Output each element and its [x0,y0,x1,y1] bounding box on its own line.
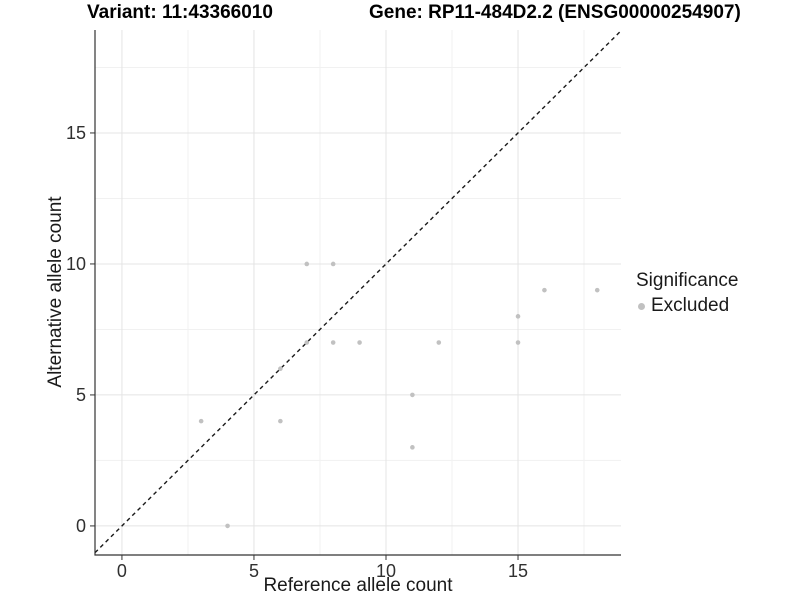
legend: Significance Excluded [636,270,738,317]
legend-item-label: Excluded [651,295,730,316]
y-tick-label: 10 [66,254,86,274]
gene-title: Gene: RP11-484D2.2 (ENSG00000254907) [369,2,741,23]
data-point [410,445,415,450]
data-point [278,366,283,372]
y-tick-label: 5 [76,385,86,405]
y-tick-label: 0 [76,516,86,536]
x-tick-label: 5 [249,561,259,581]
legend-item-excluded: Excluded [636,295,738,317]
data-point [304,261,310,267]
data-point [198,418,204,424]
data-point [330,261,336,267]
x-tick-label: 15 [508,561,528,581]
data-point [357,340,362,345]
identity-line [94,30,622,554]
data-point [515,314,521,319]
y-axis-title: Alternative allele count [45,196,66,388]
data-point [515,340,521,345]
data-point [542,287,547,293]
data-point [594,287,600,293]
excluded-point-icon [638,302,645,310]
x-tick-label: 10 [376,561,396,581]
data-point [436,340,442,345]
data-point [278,418,283,424]
x-axis-title: Reference allele count [263,575,453,596]
x-tick-label: 0 [117,561,127,581]
legend-title: Significance [636,270,739,291]
data-point [304,340,310,345]
y-tick-label: 15 [66,123,86,143]
variant-title: Variant: 11:43366010 [87,2,273,23]
data-point [410,392,415,398]
data-point [225,523,230,529]
data-point [330,340,336,345]
